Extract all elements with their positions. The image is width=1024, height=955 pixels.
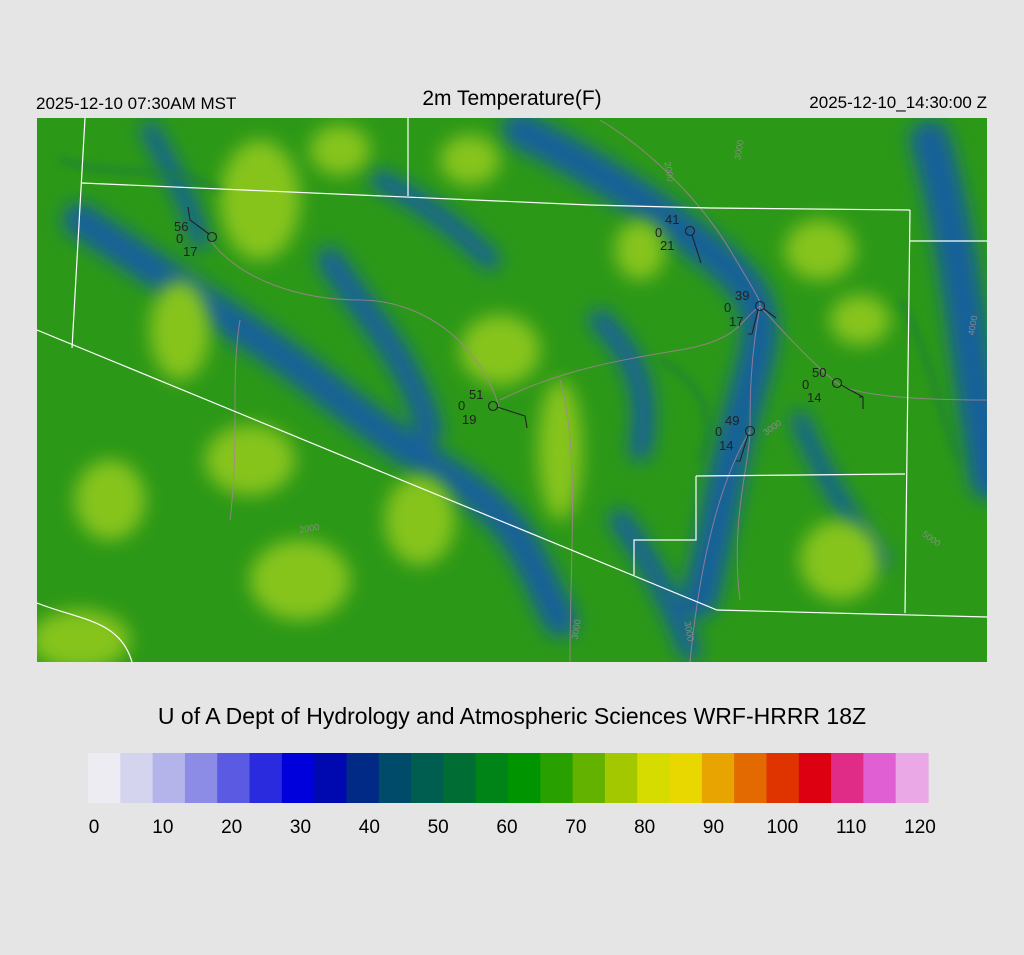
station-dewpoint: 21 — [660, 238, 674, 253]
colorbar-segment — [378, 753, 412, 803]
colorbar-segment — [411, 753, 444, 803]
colorbar-segment — [701, 753, 735, 803]
colorbar-segment — [798, 753, 832, 803]
colorbar-tick-label: 110 — [836, 817, 866, 838]
station-temperature: 51 — [469, 387, 483, 402]
credit: U of A Dept of Hydrology and Atmospheric… — [158, 703, 866, 729]
station-temperature: 50 — [812, 365, 826, 380]
contour-label: 3000 — [569, 619, 582, 640]
station-temperature: 56 — [174, 219, 188, 234]
colorbar-tick-label: 10 — [152, 817, 173, 838]
colorbar-tick-label: 90 — [703, 817, 724, 838]
utc-time: 2025-12-10_14:30:00 Z — [809, 93, 987, 112]
colorbar-segment — [184, 753, 218, 803]
colorbar-tick-label: 100 — [766, 817, 798, 838]
colorbar-segment — [314, 753, 348, 803]
station-dewpoint: 14 — [807, 390, 821, 405]
colorbar-segment — [443, 753, 477, 803]
colorbar-segment — [508, 753, 541, 803]
colorbar-segment — [120, 753, 154, 803]
station: 51 0 19 — [458, 387, 528, 429]
station: 41 0 21 — [655, 212, 702, 264]
colorbar-segment — [604, 753, 638, 803]
colorbar-segment — [734, 753, 768, 803]
colorbar-tick-label: 20 — [221, 817, 242, 838]
colorbar-segment — [249, 753, 283, 803]
colorbar-tick-label: 40 — [359, 817, 380, 838]
contour-label: 3000 — [682, 621, 695, 642]
station: 39 0 17 — [724, 288, 777, 335]
station: 50 0 14 — [802, 365, 864, 409]
colorbar-tick-label: 120 — [904, 817, 936, 838]
colorbar-segment — [863, 753, 897, 803]
colorbar-tick-label: 0 — [89, 817, 100, 838]
contour-label: 4000 — [966, 315, 979, 336]
contour-label: 3000 — [732, 139, 745, 160]
station-dewpoint: 17 — [729, 314, 743, 329]
local-time: 2025-12-10 07:30AM MST — [36, 94, 236, 113]
colorbar-tick-label: 30 — [290, 817, 311, 838]
colorbar-segment — [572, 753, 606, 803]
colorbar-segment — [669, 753, 703, 803]
colorbar-segment — [475, 753, 509, 803]
station-temperature: 39 — [735, 288, 749, 303]
station-temperature: 41 — [665, 212, 679, 227]
station-dewpoint: 14 — [719, 438, 733, 453]
station-middle: 0 — [724, 300, 731, 315]
colorbar-segment — [831, 753, 864, 803]
colorbar-segment — [766, 753, 800, 803]
colorbar-segment — [637, 753, 671, 803]
colorbar-segment — [152, 753, 186, 803]
station-middle: 0 — [715, 424, 722, 439]
map — [37, 118, 987, 662]
colorbar-segment — [540, 753, 574, 803]
station-dewpoint: 17 — [183, 244, 197, 259]
colorbar-segment — [88, 753, 121, 803]
station-middle: 0 — [655, 225, 662, 240]
contour-labels: 2000 3000 4000 3000 2000 5000 3000 3000 — [299, 139, 980, 642]
station-dewpoint: 19 — [462, 412, 476, 427]
station: 56 0 17 — [174, 206, 218, 259]
station: 49 0 14 — [715, 413, 756, 462]
colorbar: 0 10 20 30 40 50 60 70 80 90 100 110 120 — [88, 753, 936, 838]
colorbar-segment — [217, 753, 251, 803]
colorbar-segment — [346, 753, 380, 803]
station-middle: 0 — [458, 398, 465, 413]
colorbar-tick-label: 70 — [565, 817, 586, 838]
stations: 56 0 17 41 0 21 39 0 17 50 0 14 49 0 14 … — [174, 206, 864, 462]
station-temperature: 49 — [725, 413, 739, 428]
colorbar-tick-label: 50 — [428, 817, 449, 838]
station-middle: 0 — [176, 231, 183, 246]
colorbar-segment — [281, 753, 315, 803]
colorbar-tick-label: 80 — [634, 817, 655, 838]
colorbar-tick-label: 60 — [496, 817, 517, 838]
station-middle: 0 — [802, 377, 809, 392]
contour-label: 2000 — [662, 161, 675, 182]
colorbar-segment — [895, 753, 929, 803]
contour-label: 2000 — [299, 522, 320, 535]
map-title: 2m Temperature(F) — [422, 87, 601, 110]
